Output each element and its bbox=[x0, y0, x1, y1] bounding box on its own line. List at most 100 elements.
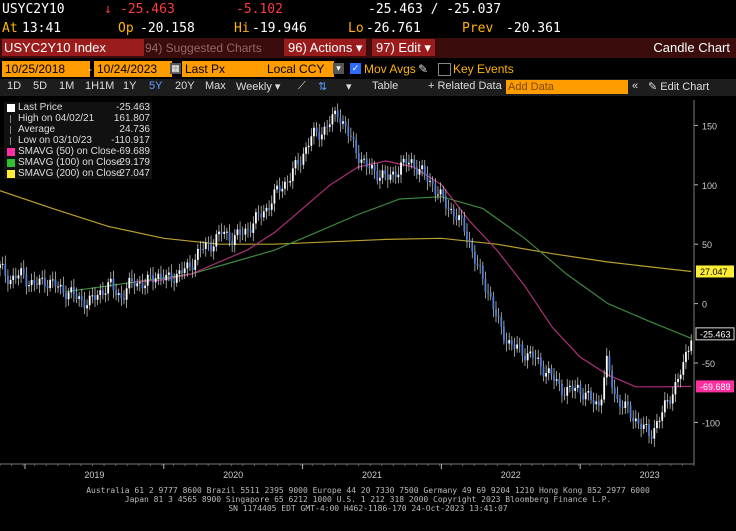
candle-body bbox=[207, 242, 210, 244]
candle-body bbox=[12, 275, 15, 281]
candle-chart[interactable]: 150 100 50 0 -50 -100 2019 2020 2021 2022 2023 27.0… bbox=[0, 96, 736, 486]
candle-body bbox=[9, 280, 12, 285]
pencil-icon[interactable]: ✎ bbox=[418, 62, 429, 76]
candle-body bbox=[661, 412, 664, 421]
price-field-select[interactable]: Last Px bbox=[182, 61, 264, 77]
candle-body bbox=[268, 207, 271, 210]
candle-body bbox=[144, 285, 147, 289]
candle-body bbox=[228, 231, 231, 241]
candle-body bbox=[476, 263, 479, 266]
candle-body bbox=[444, 196, 447, 209]
timeframe-1m[interactable]: 1M bbox=[59, 80, 75, 92]
timeframe-1h1m[interactable]: 1H1M bbox=[85, 80, 115, 92]
legend-entry: SMAVG (100) on Close -29.179 bbox=[4, 157, 152, 168]
timeframe-max[interactable]: Max bbox=[205, 80, 226, 92]
candle-body bbox=[397, 174, 400, 178]
candle-chart-icon[interactable]: ⇅ bbox=[318, 81, 328, 93]
periodicity-select[interactable]: Weekly ▾ bbox=[236, 81, 281, 93]
security-field[interactable]: USYC2Y10 Index bbox=[2, 39, 144, 56]
timeframe-5d[interactable]: 5D bbox=[33, 80, 48, 92]
candle-body bbox=[473, 251, 476, 264]
candle-body bbox=[460, 215, 463, 218]
candle-body bbox=[62, 284, 65, 294]
actions-menu[interactable]: 96) Actions ▾ bbox=[284, 39, 367, 56]
candle-body bbox=[215, 234, 218, 247]
candle-body bbox=[640, 423, 642, 429]
price-last-value-tag bbox=[695, 327, 735, 341]
candle-body bbox=[170, 272, 173, 281]
calendar-icon[interactable]: ▦ bbox=[170, 63, 181, 74]
candle-body bbox=[637, 418, 640, 424]
timeframe-1y[interactable]: 1Y bbox=[123, 80, 137, 92]
candle-body bbox=[70, 287, 73, 293]
candle-body bbox=[671, 394, 674, 404]
chevron-down-icon[interactable]: ▾ bbox=[346, 81, 352, 93]
candle-body bbox=[489, 292, 492, 297]
candle-body bbox=[270, 203, 273, 210]
candle-body bbox=[650, 436, 653, 439]
candle-body bbox=[91, 295, 94, 297]
chevron-down-icon[interactable]: ▾ bbox=[333, 63, 344, 74]
candle-body bbox=[381, 170, 384, 178]
currency-select[interactable]: Local CCY bbox=[264, 61, 334, 77]
candle-body bbox=[568, 385, 571, 388]
candle-body bbox=[112, 278, 115, 290]
legend-entry: Average 24.736 bbox=[4, 124, 152, 135]
candle-body bbox=[563, 395, 566, 397]
candle-body bbox=[178, 270, 181, 274]
candle-body bbox=[532, 351, 534, 358]
candle-body bbox=[592, 399, 595, 405]
legend-swatch bbox=[10, 126, 12, 134]
candle-body bbox=[191, 266, 194, 271]
candle-body bbox=[152, 275, 154, 283]
timeframe-20y[interactable]: 20Y bbox=[175, 80, 195, 92]
candle-body bbox=[547, 368, 550, 374]
candle-body bbox=[149, 274, 152, 276]
candle-body bbox=[342, 121, 344, 124]
mov-avgs-checkbox[interactable]: ✓ bbox=[350, 63, 361, 74]
timeframe-1d[interactable]: 1D bbox=[7, 80, 22, 92]
candle-body bbox=[173, 280, 176, 283]
footer-line-2: Japan 81 3 4565 8900 Singapore 65 6212 1… bbox=[124, 495, 612, 504]
line-chart-icon[interactable]: ⟋ bbox=[298, 80, 306, 92]
collapse-icon[interactable]: « bbox=[632, 80, 639, 92]
key-events-checkbox[interactable] bbox=[438, 63, 451, 76]
candle-body bbox=[616, 394, 619, 399]
end-date-field[interactable]: 10/24/2023 bbox=[94, 61, 172, 77]
candle-body bbox=[260, 214, 263, 218]
function-toolbar: USYC2Y10 Index 94) Suggested Charts 96) … bbox=[0, 38, 736, 58]
candle-body bbox=[582, 394, 584, 400]
candle-body bbox=[349, 135, 352, 137]
candle-body bbox=[202, 248, 205, 250]
candle-body bbox=[389, 174, 392, 180]
candle-body bbox=[65, 293, 67, 300]
candle-body bbox=[186, 262, 189, 269]
candle-body bbox=[289, 181, 292, 183]
candle-body bbox=[109, 278, 112, 283]
edit-chart-button[interactable]: ✎ Edit Chart bbox=[648, 81, 710, 93]
candle-body bbox=[590, 391, 592, 400]
y-tick-label: 150 bbox=[702, 121, 717, 131]
suggested-charts-button[interactable]: 94) Suggested Charts bbox=[145, 41, 262, 55]
edit-menu[interactable]: 97) Edit ▾ bbox=[372, 39, 435, 56]
candle-body bbox=[384, 170, 387, 175]
add-data-input[interactable]: Add Data bbox=[506, 80, 628, 94]
candle-body bbox=[328, 124, 331, 128]
candle-body bbox=[107, 282, 110, 294]
candle-body bbox=[526, 353, 529, 361]
candle-body bbox=[508, 340, 511, 344]
timeframe-bar: 1D 5D 1M 1H1M 1Y 5Y 20Y Max Weekly ▾ ⟋ ⇅… bbox=[0, 79, 736, 96]
timeframe-5y[interactable]: 5Y bbox=[149, 80, 163, 92]
x-tick-label: 2021 bbox=[362, 470, 382, 480]
table-button[interactable]: Table bbox=[372, 80, 399, 92]
candle-body bbox=[302, 153, 305, 165]
candle-body bbox=[521, 344, 524, 356]
footer-line-3: SN 1174405 EDT GMT-4:00 H462-1186-170 24… bbox=[228, 504, 508, 513]
candle-body bbox=[666, 400, 669, 402]
related-data-button[interactable]: + Related Data bbox=[428, 80, 502, 92]
candle-body bbox=[17, 275, 20, 279]
candle-body bbox=[426, 174, 429, 182]
candle-body bbox=[402, 158, 405, 163]
start-date-field[interactable]: 10/25/2018 bbox=[2, 61, 90, 77]
candle-body bbox=[225, 231, 228, 233]
